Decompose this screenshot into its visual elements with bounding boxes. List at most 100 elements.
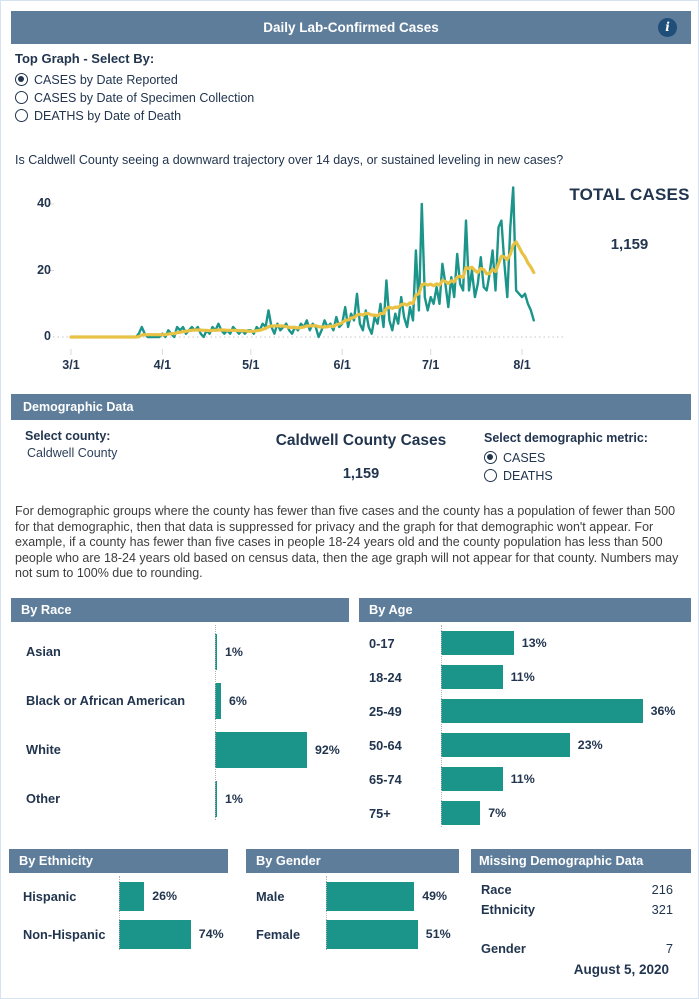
missing-row-value: 216 <box>651 881 673 897</box>
y-axis-label: 0 <box>44 329 51 343</box>
daily-cases-line[interactable] <box>69 186 535 339</box>
missing-row-label: Ethnicity <box>481 901 536 917</box>
bar-value-label: 74% <box>198 927 224 941</box>
bar-row-0-17: 0-17 13% <box>369 626 691 660</box>
bar-value-label: 6% <box>229 693 247 708</box>
x-axis-label: 4/1 <box>153 358 172 372</box>
radio-button-selected[interactable] <box>15 73 28 86</box>
bar-row-hispanic: Hispanic 26% <box>23 877 228 915</box>
daily-cases-line-chart[interactable]: TOTAL CASES 1,159 0 20 40 3/1 4/1 5/1 6/1 7/1 8/… <box>1 179 699 391</box>
missing-row-label: Race <box>481 881 512 897</box>
bar-row-asian: Asian 1% <box>26 627 349 676</box>
report-date: August 5, 2020 <box>573 962 669 977</box>
x-axis-label: 7/1 <box>421 358 440 372</box>
missing-row-ethnicity: Ethnicity 321 <box>471 899 691 919</box>
by-race-bars: Asian 1% Black or African American 6% White 9… <box>11 622 349 823</box>
county-selector: Select county: Caldwell County <box>25 429 117 460</box>
top-graph-selector: Top Graph - Select By: CASES by Date Rep… <box>15 51 254 125</box>
missing-demographic-panel: Missing Demographic Data Race 216 Ethnic… <box>471 849 691 958</box>
bar-row-non-hispanic: Non-Hispanic 74% <box>23 915 228 953</box>
radio-button[interactable] <box>15 109 28 122</box>
bar-value-label: 13% <box>521 636 547 650</box>
bar-category-label: Black or African American <box>26 693 186 708</box>
bar-category-label: 25-49 <box>369 703 402 719</box>
bar[interactable] <box>215 780 217 817</box>
bar-value-label: 11% <box>510 670 535 684</box>
by-age-panel: By Age 0-17 13% 18-24 11% 25-49 36% 50-64 23% 65… <box>359 598 691 830</box>
county-selector-value[interactable]: Caldwell County <box>27 446 118 460</box>
bar[interactable] <box>119 919 191 949</box>
top-graph-selector-label: Top Graph - Select By: <box>15 51 155 66</box>
race-axis-line <box>215 625 216 820</box>
y-axis-label: 40 <box>37 196 51 210</box>
bar-category-label: 65-74 <box>369 771 402 787</box>
top-graph-radio-group[interactable]: CASES by Date Reported CASES by Date of S… <box>15 71 254 124</box>
by-race-header: By Race <box>11 598 349 622</box>
bar[interactable] <box>215 682 221 719</box>
bar-row-female: Female 51% <box>256 915 459 953</box>
demographic-metric-label: Select demographic metric: <box>484 431 648 445</box>
total-cases-block: TOTAL CASES 1,159 <box>563 185 696 253</box>
bar-row-white: White 92% <box>26 725 349 774</box>
trajectory-question: Is Caldwell County seeing a downward tra… <box>15 153 564 167</box>
x-axis-label: 6/1 <box>333 358 351 372</box>
bar-value-label: 49% <box>422 889 447 903</box>
bar[interactable] <box>441 733 570 757</box>
bar-row-other: Other 1% <box>26 774 349 823</box>
ethnicity-axis-line <box>119 876 120 950</box>
missing-row-race: Race 216 <box>471 879 691 899</box>
info-icon[interactable]: i <box>658 18 677 37</box>
bar-category-label: 18-24 <box>369 669 402 685</box>
bar[interactable] <box>119 881 145 911</box>
radio-button-selected[interactable] <box>484 451 497 464</box>
radio-option-cases[interactable]: CASES <box>484 449 648 466</box>
bar[interactable] <box>326 919 418 949</box>
bar[interactable] <box>215 633 217 670</box>
bar-value-label: 11% <box>510 772 535 786</box>
bar-value-label: 23% <box>577 738 603 752</box>
radio-button[interactable] <box>15 91 28 104</box>
bar[interactable] <box>441 767 503 791</box>
bar-row-male: Male 49% <box>256 877 459 915</box>
radio-option-label: CASES <box>503 450 546 465</box>
bar-value-label: 1% <box>225 791 243 806</box>
radio-option-cases-by-date-reported[interactable]: CASES by Date Reported <box>15 71 254 88</box>
bar-row-75+: 75+ 7% <box>369 796 691 830</box>
county-cases-title: Caldwell County Cases <box>275 432 447 449</box>
missing-row-label: Gender <box>481 940 526 956</box>
missing-row-value: 321 <box>651 901 673 917</box>
bar[interactable] <box>441 699 643 723</box>
by-gender-header: By Gender <box>246 849 459 873</box>
bar[interactable] <box>326 881 415 911</box>
bar-category-label: Other <box>26 791 61 806</box>
radio-option-label: DEATHS <box>503 468 553 483</box>
line-chart-canvas[interactable] <box>1 179 699 391</box>
by-ethnicity-panel: By Ethnicity Hispanic 26% Non-Hispanic 74% <box>9 849 228 953</box>
radio-option-cases-by-date-of-specimen-collection[interactable]: CASES by Date of Specimen Collection <box>15 89 254 106</box>
county-cases-title-block: Caldwell County Cases 1,159 <box>211 432 511 482</box>
bar-category-label: Asian <box>26 644 61 659</box>
by-age-header: By Age <box>359 598 691 622</box>
by-age-bars: 0-17 13% 18-24 11% 25-49 36% 50-64 23% 65-74 11% 7… <box>359 622 691 830</box>
bar-value-label: 26% <box>152 889 177 903</box>
bar-row-25-49: 25-49 36% <box>369 694 691 728</box>
radio-option-deaths[interactable]: DEATHS <box>484 467 648 484</box>
bar[interactable] <box>441 665 503 689</box>
bar[interactable] <box>441 801 481 825</box>
demographic-metric-selector: Select demographic metric: CASES DEATHS <box>484 431 648 485</box>
bar[interactable] <box>215 731 307 768</box>
by-ethnicity-bars: Hispanic 26% Non-Hispanic 74% <box>9 873 228 953</box>
county-cases-count: 1,159 <box>342 466 380 482</box>
demographic-section-header: Demographic Data <box>11 394 691 420</box>
metric-radio-group[interactable]: CASES DEATHS <box>484 449 648 484</box>
bar-row-50-64: 50-64 23% <box>369 728 691 762</box>
bar[interactable] <box>441 631 514 655</box>
total-cases-label: TOTAL CASES <box>569 185 690 204</box>
bar-value-label: 92% <box>315 742 340 757</box>
radio-option-label: DEATHS by Date of Death <box>34 108 182 123</box>
radio-button[interactable] <box>484 469 497 482</box>
radio-option-deaths-by-date-of-death[interactable]: DEATHS by Date of Death <box>15 107 254 124</box>
seven-day-average-line[interactable] <box>69 240 536 339</box>
county-selector-label: Select county: <box>25 429 111 443</box>
bar-category-label: Female <box>256 926 301 942</box>
